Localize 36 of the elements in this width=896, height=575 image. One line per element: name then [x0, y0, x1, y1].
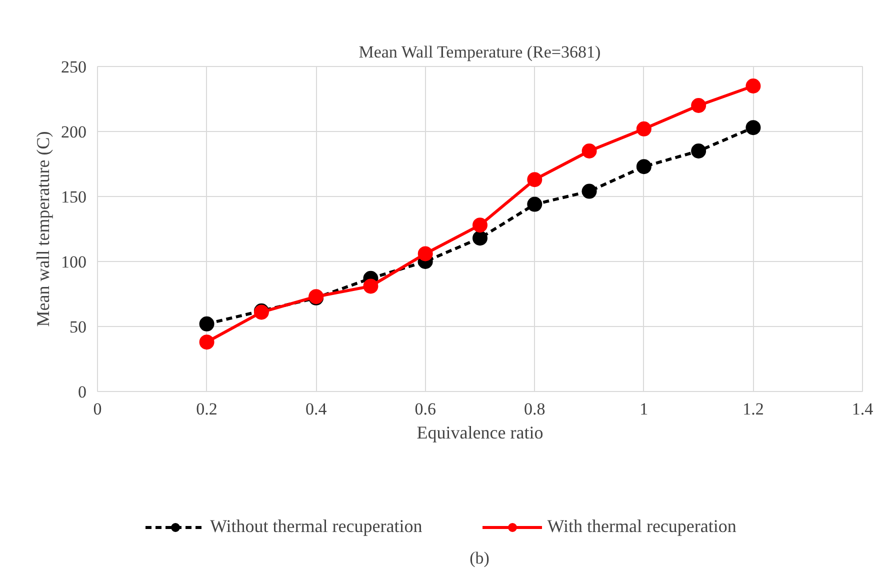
- x-tick-label: 0: [93, 400, 102, 418]
- chart-title: Mean Wall Temperature (Re=3681): [358, 42, 601, 62]
- x-tick-label: 0.6: [414, 400, 436, 418]
- point: [472, 230, 488, 246]
- y-tick-label: 150: [61, 188, 86, 206]
- y-tick-label: 0: [78, 382, 86, 402]
- x-tick-label: 1: [640, 400, 648, 418]
- point: [199, 316, 214, 332]
- text: (b): [470, 548, 490, 568]
- point: [199, 334, 214, 350]
- x-tick-label: 0.4: [305, 400, 328, 418]
- point: [527, 172, 542, 188]
- point: [418, 246, 433, 262]
- y-tick-label: 100: [61, 252, 86, 272]
- point: [636, 159, 652, 174]
- point: [527, 196, 542, 212]
- point: [691, 98, 706, 113]
- point: [691, 144, 706, 158]
- x-tick-label: 0.2: [196, 400, 218, 418]
- x-tick-label: 1.2: [742, 400, 764, 418]
- point: [582, 144, 597, 158]
- point: [582, 184, 597, 199]
- y-axis-title: Mean wall temperature (C): [33, 131, 53, 327]
- y-tick-label: 250: [61, 58, 86, 76]
- x-axis-title: Equivalence ratio: [416, 422, 544, 442]
- point: [746, 120, 761, 136]
- point: [746, 78, 761, 94]
- point: [472, 218, 488, 233]
- legend-label: Without thermal recuperation: [210, 516, 422, 537]
- x-tick-label: 0.8: [524, 400, 546, 418]
- y-tick-label: 50: [70, 318, 86, 336]
- point: [363, 278, 378, 294]
- legend-label: With thermal recuperation: [547, 516, 736, 537]
- point: [636, 121, 652, 136]
- y-tick-label: 200: [61, 122, 86, 142]
- x-tick-label: 1.4: [852, 400, 874, 418]
